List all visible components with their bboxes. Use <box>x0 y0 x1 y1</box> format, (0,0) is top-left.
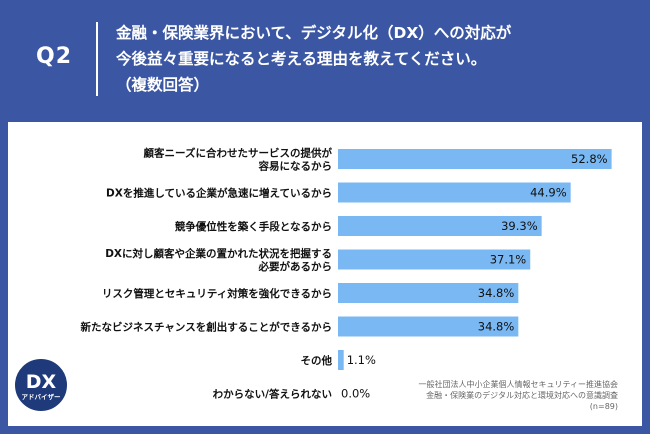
category-label: 新たなビジネスチャンスを創出することができるから <box>81 321 332 334</box>
category-label: リスク管理とセキュリティ対策を強化できるから <box>102 287 332 300</box>
category-label: 必要があるから <box>258 260 333 273</box>
category-label: 競争優位性を築く手段となるから <box>175 220 332 233</box>
category-label: DXに対し顧客や企業の置かれた状況を把握する <box>105 247 332 260</box>
header-divider <box>96 22 98 96</box>
value-label: 0.0% <box>341 387 370 401</box>
bar <box>338 350 344 370</box>
value-label: 37.1% <box>490 253 527 267</box>
logo-text: DX <box>26 371 57 393</box>
value-label: 34.8% <box>478 286 515 300</box>
header: Q2 金融・保険業界において、デジタル化（DX）への対応が 今後益々重要になると… <box>0 0 650 118</box>
bar <box>338 283 519 303</box>
category-label: その他 <box>301 354 333 367</box>
question-line: 金融・保険業界において、デジタル化（DX）への対応が <box>116 24 512 42</box>
value-label: 52.8% <box>571 152 608 166</box>
bar <box>338 182 571 203</box>
value-label: 34.8% <box>478 320 515 334</box>
source-line: 一般社団法人中小企業個人情報セキュリティー推進協会 <box>418 380 618 389</box>
category-label: DXを推進している企業が急速に増えているから <box>106 187 332 200</box>
bar <box>338 316 519 337</box>
value-label: 44.9% <box>530 186 567 200</box>
source-line: 金融・保険業のデジタル対応と環境対応への意識調査 <box>426 391 618 400</box>
value-label: 1.1% <box>347 353 376 367</box>
bar <box>338 249 531 270</box>
question-number: Q2 <box>36 44 73 69</box>
dx-advisor-logo: DX アドバイザー <box>13 357 69 413</box>
category-label: わからない/答えられない <box>213 388 332 401</box>
logo-circle <box>13 357 69 413</box>
bar <box>338 149 612 169</box>
logo-subtext: アドバイザー <box>22 393 61 401</box>
question-text: 金融・保険業界において、デジタル化（DX）への対応が 今後益々重要になると考える… <box>116 20 636 98</box>
sample-size: (n=89) <box>589 402 618 411</box>
category-label: 顧客ニーズに合わせたサービスの提供が <box>144 147 333 160</box>
question-line: （複数回答） <box>116 76 210 94</box>
value-label: 39.3% <box>501 219 538 233</box>
source-note: 一般社団法人中小企業個人情報セキュリティー推進協会 金融・保険業のデジタル対応と… <box>418 379 618 412</box>
category-label: 容易になるから <box>258 160 333 173</box>
question-line: 今後益々重要になると考える理由を教えてください。 <box>116 50 487 68</box>
chart-panel: 顧客ニーズに合わせたサービスの提供が 容易になるから 52.8% DXを推進している企… <box>8 122 642 426</box>
bar <box>338 216 542 236</box>
